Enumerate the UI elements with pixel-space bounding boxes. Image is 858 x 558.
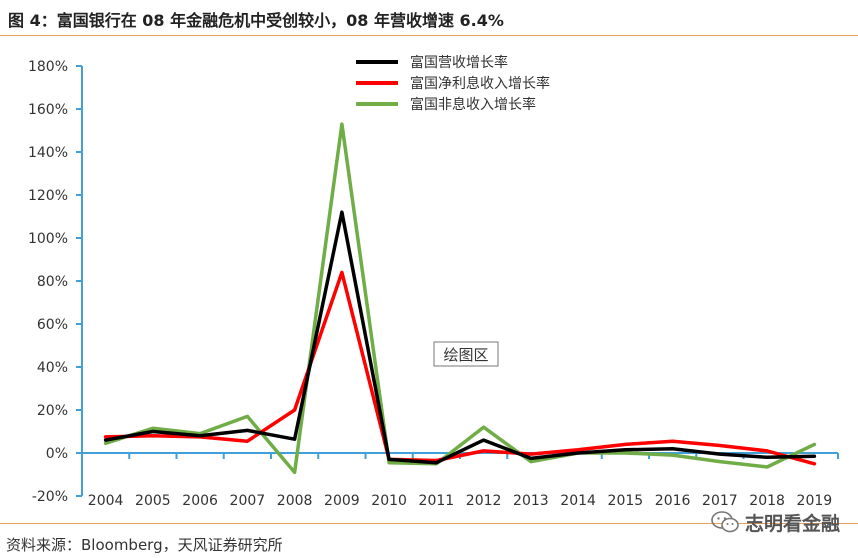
y-tick-label: 40% — [37, 360, 68, 376]
x-tick-label: 2013 — [513, 493, 549, 509]
x-tick-label: 2010 — [371, 493, 407, 509]
x-tick-label: 2017 — [702, 493, 738, 509]
x-tick-label: 2009 — [324, 493, 360, 509]
y-tick-label: 100% — [28, 231, 68, 247]
x-tick-label: 2011 — [419, 493, 455, 509]
source-note: 资料来源：Bloomberg，天风证券研究所 — [6, 536, 283, 554]
x-tick-label: 2006 — [182, 493, 218, 509]
x-tick-label: 2004 — [88, 493, 124, 509]
x-tick-label: 2016 — [655, 493, 691, 509]
legend-label-0: 富国营收增长率 — [410, 54, 508, 71]
wechat-icon — [711, 511, 739, 533]
line-chart: -20% 0% 20% 40% 60% 80% 100% 120% 140% 160% 180% 20… — [28, 54, 839, 509]
y-tick-label: 80% — [37, 274, 68, 290]
series-line-2 — [103, 122, 817, 475]
y-tick-label: 60% — [37, 317, 68, 333]
x-tick-label: 2007 — [230, 493, 266, 509]
series-line-1 — [103, 270, 817, 466]
watermark-text: 志明看金融 — [744, 512, 840, 535]
chart-area: -20% 0% 20% 40% 60% 80% 100% 120% 140% 160% 180% 20… — [0, 36, 858, 522]
footer-divider — [0, 523, 858, 524]
figure-title: 图 4：富国银行在 08 年金融危机中受创较小，08 年营收增速 6.4% — [8, 11, 504, 30]
plot-area-label: 绘图区 — [443, 346, 488, 364]
y-tick-label: 180% — [28, 59, 68, 75]
y-tick-label: -20% — [32, 489, 68, 505]
x-tick-label: 2005 — [135, 493, 171, 509]
x-tick-label: 2015 — [608, 493, 644, 509]
y-tick-label: 20% — [37, 403, 68, 419]
series-line-0 — [103, 210, 817, 465]
x-tick-label: 2018 — [749, 493, 785, 509]
plot-area-label-box — [433, 341, 499, 367]
watermark: 志明看金融 — [711, 507, 840, 537]
x-tick-label: 2014 — [560, 493, 596, 509]
x-tick-label: 2008 — [277, 493, 313, 509]
legend-label-2: 富国非息收入增长率 — [410, 96, 536, 113]
y-tick-label: 120% — [28, 188, 68, 204]
title-bar: 图 4：富国银行在 08 年金融危机中受创较小，08 年营收增速 6.4% — [0, 0, 858, 36]
y-tick-label: 140% — [28, 145, 68, 161]
x-tick-label: 2012 — [466, 493, 502, 509]
legend-label-1: 富国净利息收入增长率 — [410, 75, 550, 92]
y-tick-label: 0% — [46, 446, 68, 462]
x-tick-label: 2019 — [797, 493, 833, 509]
y-tick-label: 160% — [28, 102, 68, 118]
